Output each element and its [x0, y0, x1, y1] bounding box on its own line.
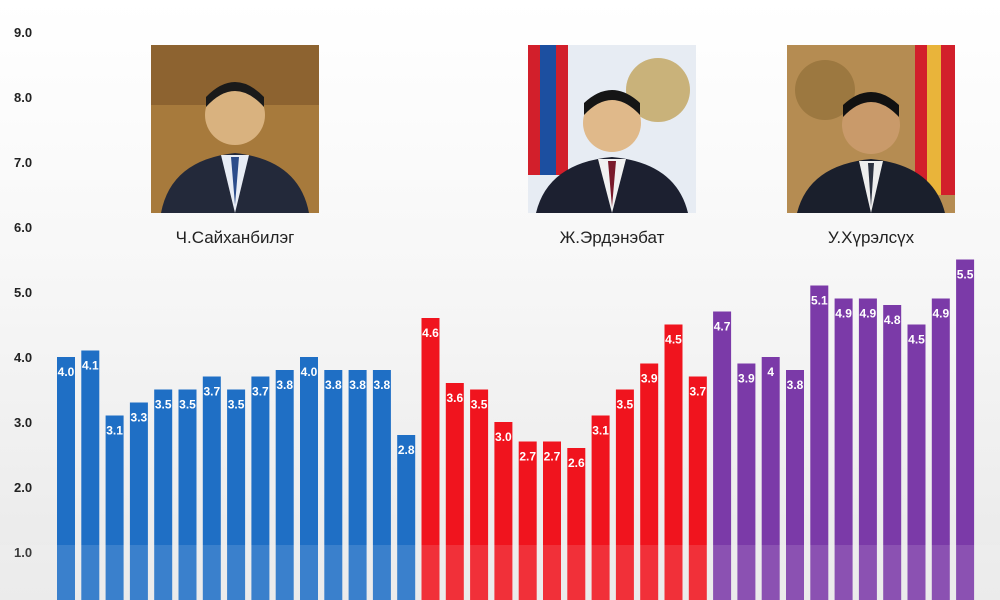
bar-value-label: 3.5: [617, 398, 634, 412]
bar-value-label: 2.6: [568, 456, 585, 470]
y-axis: 1.0 2.0 3.0 4.0 5.0 6.0 7.0 8.0 9.0: [14, 25, 32, 560]
bar: [761, 357, 780, 600]
reflection-overlay: [0, 545, 1000, 600]
portrait-photo-icon: [787, 45, 955, 213]
bar-value-label: 4.1: [82, 359, 99, 373]
bar-value-label: 3.5: [471, 398, 488, 412]
bar-value-label: 3.1: [106, 424, 123, 438]
y-tick-label: 9.0: [14, 25, 32, 40]
bar-value-label: 3.1: [592, 424, 609, 438]
bar-labels: 4.0 4.1 3.1 3.3 3.5 3.5 3.7 3.5 3.7 3.8 4.0 3.8 3.8 3…: [58, 268, 974, 471]
bar-value-label: 2.7: [544, 450, 561, 464]
y-tick-label: 2.0: [14, 480, 32, 495]
bar-value-label: 3.6: [446, 391, 463, 405]
bar: [154, 389, 173, 600]
bar-value-label: 3.8: [349, 378, 366, 392]
y-tick-label: 4.0: [14, 350, 32, 365]
portrait-khurelsukh: [787, 45, 955, 213]
portrait-saikhanbileg: [151, 45, 319, 213]
bar: [470, 389, 489, 600]
y-tick-label: 5.0: [14, 285, 32, 300]
bar-value-label: 4: [767, 365, 774, 379]
bar: [883, 305, 902, 600]
bar: [664, 324, 683, 600]
bar-value-label: 3.7: [203, 385, 220, 399]
bar: [640, 363, 659, 600]
bar-value-label: 4.9: [932, 307, 949, 321]
bar: [178, 389, 197, 600]
bar: [907, 324, 926, 600]
bar: [202, 376, 221, 600]
bar-value-label: 3.9: [738, 372, 755, 386]
portrait-photo-icon: [528, 45, 696, 213]
bars: [57, 259, 975, 600]
bar: [591, 415, 610, 600]
bar: [348, 370, 367, 600]
bar-value-label: 3.3: [131, 411, 148, 425]
bar-value-label: 3.7: [252, 385, 269, 399]
bar-value-label: 5.5: [957, 268, 974, 282]
bar: [57, 357, 75, 600]
bar: [251, 376, 270, 600]
bar: [81, 350, 100, 600]
y-tick-label: 1.0: [14, 545, 32, 560]
bar: [956, 259, 975, 600]
bar-value-label: 4.9: [860, 307, 877, 321]
bar-value-label: 3.8: [374, 378, 391, 392]
bar-value-label: 4.0: [301, 365, 318, 379]
bar: [810, 285, 829, 600]
bar: [688, 376, 707, 600]
person-name-1: Ч.Сайханбилэг: [175, 228, 295, 247]
bar: [324, 370, 343, 600]
bar: [713, 311, 732, 600]
bar-value-label: 4.5: [665, 333, 682, 347]
bar: [543, 441, 561, 600]
bar: [105, 415, 124, 600]
bar: [300, 357, 318, 600]
bar-value-label: 3.8: [787, 378, 804, 392]
portrait-erdenebat: [528, 45, 696, 213]
y-tick-label: 3.0: [14, 415, 32, 430]
bar-value-label: 4.5: [908, 333, 925, 347]
y-tick-label: 6.0: [14, 220, 32, 235]
bar: [858, 298, 877, 600]
person-name-3: У.Хүрэлсүх: [827, 228, 915, 247]
bar: [615, 389, 634, 600]
bar: [421, 318, 440, 600]
bar: [518, 441, 537, 600]
bar-value-label: 4.0: [58, 365, 75, 379]
bar-value-label: 2.7: [519, 450, 536, 464]
bar-value-label: 3.5: [179, 398, 196, 412]
bar: [567, 448, 586, 600]
bar-value-label: 3.7: [689, 385, 706, 399]
bar: [445, 383, 464, 600]
bar-value-label: 3.8: [325, 378, 342, 392]
bar-value-label: 4.8: [884, 313, 901, 327]
bar: [372, 370, 391, 600]
bar-value-label: 3.8: [276, 378, 293, 392]
bar-value-label: 4.7: [714, 320, 731, 334]
y-tick-label: 8.0: [14, 90, 32, 105]
bar: [397, 435, 416, 600]
bar: [931, 298, 950, 600]
bar-value-label: 4.6: [422, 326, 439, 340]
bar: [227, 389, 246, 600]
person-name-2: Ж.Эрдэнэбат: [559, 228, 665, 247]
bar: [275, 370, 294, 600]
bar-value-label: 3.0: [495, 430, 512, 444]
bar-value-label: 3.9: [641, 372, 658, 386]
bar: [129, 402, 148, 600]
bar-value-label: 5.1: [811, 294, 828, 308]
bar-value-label: 4.9: [835, 307, 852, 321]
bar: [737, 363, 756, 600]
y-tick-label: 7.0: [14, 155, 32, 170]
bar-value-label: 3.5: [155, 398, 172, 412]
bar-value-label: 3.5: [228, 398, 245, 412]
bar: [494, 422, 513, 600]
bar-value-label: 2.8: [398, 443, 415, 457]
bar: [786, 370, 804, 600]
bar: [834, 298, 853, 600]
portrait-photo-icon: [151, 45, 319, 213]
